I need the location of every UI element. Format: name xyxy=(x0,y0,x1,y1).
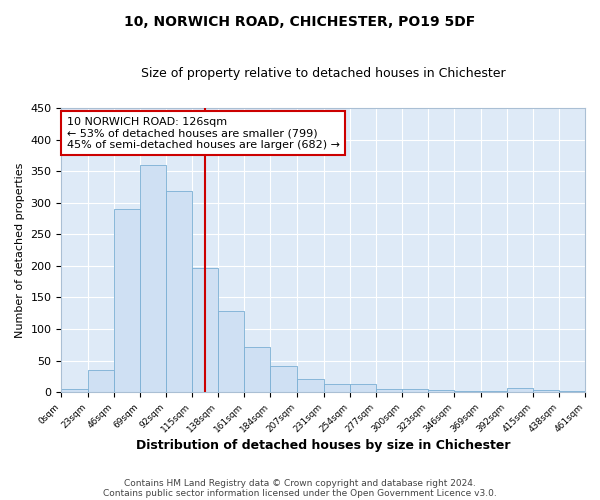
Bar xyxy=(61,389,88,392)
Text: Contains HM Land Registry data © Crown copyright and database right 2024.: Contains HM Land Registry data © Crown c… xyxy=(124,478,476,488)
Bar xyxy=(454,391,481,392)
Text: Contains public sector information licensed under the Open Government Licence v3: Contains public sector information licen… xyxy=(103,488,497,498)
Bar xyxy=(428,390,454,392)
Bar xyxy=(296,379,324,392)
X-axis label: Distribution of detached houses by size in Chichester: Distribution of detached houses by size … xyxy=(136,440,511,452)
Bar xyxy=(402,389,428,392)
Bar xyxy=(559,391,585,392)
Bar xyxy=(271,366,296,392)
Bar xyxy=(192,268,218,392)
Bar xyxy=(140,165,166,392)
Y-axis label: Number of detached properties: Number of detached properties xyxy=(15,162,25,338)
Bar xyxy=(324,384,350,392)
Bar xyxy=(481,391,506,392)
Bar xyxy=(506,388,533,392)
Bar xyxy=(113,209,140,392)
Text: 10 NORWICH ROAD: 126sqm
← 53% of detached houses are smaller (799)
45% of semi-d: 10 NORWICH ROAD: 126sqm ← 53% of detache… xyxy=(67,116,340,150)
Bar xyxy=(166,192,192,392)
Title: Size of property relative to detached houses in Chichester: Size of property relative to detached ho… xyxy=(141,68,506,80)
Bar xyxy=(376,389,402,392)
Bar xyxy=(533,390,559,392)
Text: 10, NORWICH ROAD, CHICHESTER, PO19 5DF: 10, NORWICH ROAD, CHICHESTER, PO19 5DF xyxy=(124,15,476,29)
Bar xyxy=(244,348,271,392)
Bar xyxy=(350,384,376,392)
Bar xyxy=(88,370,113,392)
Bar xyxy=(218,312,244,392)
